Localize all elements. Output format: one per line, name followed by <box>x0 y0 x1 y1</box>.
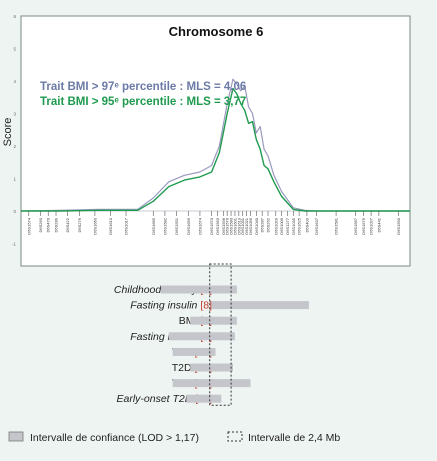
interval-bars: Childhood obesity [6]Fasting insulin [8]… <box>114 284 309 405</box>
window-rect <box>209 263 232 406</box>
marker-label: D6S1659 <box>186 217 191 234</box>
marker-label: D6S1660 <box>92 217 97 234</box>
y-tick-label: 1 <box>13 177 16 182</box>
series-line-bmi97 <box>20 78 410 212</box>
marker-label: D6S1574 <box>26 217 31 234</box>
marker-label: D6S1017 <box>124 217 129 234</box>
marker-label: D6S260 <box>38 217 43 232</box>
legend-window-label: Intervalle de 2,4 Mb <box>248 432 340 444</box>
y-tick-label: 5 <box>13 47 16 52</box>
marker-label: D6S1567 <box>353 217 358 234</box>
annotation-bmi95: Trait BMI > 95ᵉ percentile : MLS = 3,77 <box>40 96 246 108</box>
marker-label: D6S1596 <box>221 217 226 234</box>
marker-label: D6S403 <box>304 217 309 232</box>
interval-bar <box>190 316 237 325</box>
interval-bar <box>172 347 216 356</box>
marker-label: D6S1601 <box>233 217 238 234</box>
interval-bar <box>211 301 309 310</box>
marker-label: D6S1035 <box>291 217 296 234</box>
interval-bar <box>168 332 235 341</box>
y-tick-label: -1 <box>12 242 16 247</box>
chart-title: Chromosome 6 <box>169 24 264 39</box>
plot-area <box>20 15 411 267</box>
marker-label: D6S1040 <box>254 217 259 234</box>
legend-ci-swatch <box>8 431 24 442</box>
marker-label: D6S287 <box>260 217 265 232</box>
y-ticks: -1 0 1 2 3 4 5 6 <box>12 14 17 247</box>
legend-window-swatch <box>227 431 243 442</box>
y-tick-label: 2 <box>13 144 16 149</box>
legend-ci-label: Intervalle de confiance (LOD > 1,17) <box>30 432 199 444</box>
marker-label: D6S1637 <box>314 217 319 234</box>
y-tick-label: 4 <box>13 79 16 84</box>
marker-label: D6S1590 <box>396 217 401 234</box>
marker-label: D6S1570 <box>225 217 230 234</box>
marker-label: D6S1021 <box>244 217 249 234</box>
marker-label: D6S1674 <box>197 217 202 234</box>
interval-bar <box>186 394 222 403</box>
marker-label: D6S1277 <box>285 217 290 234</box>
annotation-bmi97: Trait BMI > 97ᵉ percentile : MLS = 4,06 <box>40 81 246 93</box>
marker-label: D6S1009 <box>279 217 284 234</box>
marker-label: D6S441 <box>376 217 381 232</box>
marker-label: D6S1580 <box>229 217 234 234</box>
marker-label: D6S470 <box>46 217 51 232</box>
y-tick-label: 3 <box>13 112 16 117</box>
marker-label: D6S1610 <box>108 217 113 234</box>
marker-label: D6S1579 <box>361 217 366 234</box>
y-tick-label: 0 <box>13 209 16 214</box>
marker-label: D6S1581 <box>334 217 339 234</box>
marker-label: D6S1056 <box>248 217 253 234</box>
marker-label: D6S1027 <box>369 217 374 234</box>
marker-label: D6S1570 <box>209 217 214 234</box>
marker-label: D6S1551 <box>174 217 179 234</box>
marker-label: D6S1625 <box>297 217 302 234</box>
legend: Intervalle de confiance (LOD > 1,17) Int… <box>8 431 340 444</box>
marker-label: D6S1613 <box>236 217 241 234</box>
interval-bar <box>161 285 237 294</box>
marker-label: D6S1563 <box>215 217 220 234</box>
marker-label: D6S1031 <box>240 217 245 234</box>
y-tick-label: 6 <box>13 14 16 19</box>
marker-label: D6S1582 <box>162 217 167 234</box>
series-line-bmi95 <box>21 87 410 212</box>
marker-label: D6S1029 <box>273 217 278 234</box>
marker-label: D6S1665 <box>151 217 156 234</box>
marker-label: D6S422 <box>65 217 70 232</box>
interval-label: Fasting insulin [8] <box>130 300 212 312</box>
interval-bar <box>172 379 251 388</box>
marker-ticks: D6S1574 D6S260 D6S470 D6S289 D6S422 D6S276 D6S… <box>26 211 401 235</box>
marker-label: D6S289 <box>54 217 59 232</box>
marker-label: D6S276 <box>77 217 82 232</box>
interval-bar <box>190 363 233 372</box>
marker-label: D6S262 <box>266 217 271 232</box>
y-axis-label: Score <box>2 118 14 147</box>
series-lines <box>20 78 410 212</box>
